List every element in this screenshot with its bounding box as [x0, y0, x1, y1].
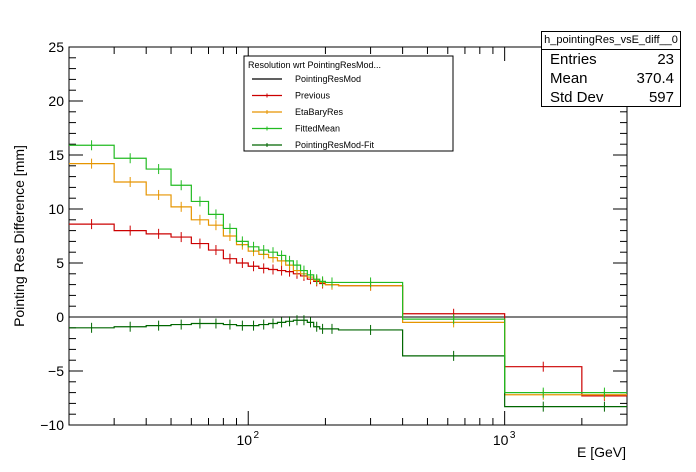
legend-entry-label: PointingResMod [295, 74, 361, 84]
legend-entry-label: PointingResMod-Fit [295, 140, 375, 150]
stats-label: Mean [550, 70, 588, 87]
stats-row-stddev: Std Dev 597 [542, 88, 680, 107]
series-line [69, 163, 627, 396]
series-line [69, 144, 627, 394]
y-tick-label: −10 [40, 417, 64, 433]
stats-value: 370.4 [636, 70, 674, 87]
stats-row-mean: Mean 370.4 [542, 69, 680, 88]
stats-row-entries: Entries 23 [542, 50, 680, 69]
series-line [69, 319, 627, 408]
y-axis-label: Pointing Res Difference [mm] [11, 145, 27, 327]
x-tick-exponent: 2 [253, 430, 259, 441]
y-tick-label: 0 [56, 309, 64, 325]
y-tick-label: 20 [48, 93, 64, 109]
y-tick-label: 5 [56, 255, 64, 271]
stats-label: Std Dev [550, 89, 604, 106]
y-tick-label: 15 [48, 147, 64, 163]
x-axis-label: E [GeV] [577, 444, 626, 460]
legend-entry-label: FittedMean [295, 124, 340, 134]
series-fittedmean [69, 140, 627, 398]
stats-value: 23 [657, 51, 674, 68]
plot-frame [68, 46, 628, 426]
series-previous [69, 219, 627, 401]
x-tick-exponent: 3 [510, 430, 516, 441]
x-tick-label: 10 [493, 432, 509, 448]
legend-entry-label: Previous [295, 91, 331, 101]
stats-box: h_pointingRes_vsE_diff__0 Entries 23 Mea… [541, 31, 681, 107]
y-tick-label: 25 [48, 39, 64, 55]
legend-box [243, 55, 454, 152]
stats-title: h_pointingRes_vsE_diff__0 [542, 32, 680, 50]
legend-title: Resolution wrt PointingResMod... [248, 60, 381, 70]
y-tick-label: 10 [48, 201, 64, 217]
x-tick-label: 10 [236, 432, 252, 448]
y-tick-label: −5 [48, 363, 64, 379]
legend-entry-label: EtaBaryRes [295, 107, 344, 117]
stats-label: Entries [550, 51, 597, 68]
legend: Resolution wrt PointingResMod... Pointin… [243, 55, 454, 152]
stats-value: 597 [648, 89, 674, 106]
series-pointingresmod-fit [69, 315, 627, 412]
